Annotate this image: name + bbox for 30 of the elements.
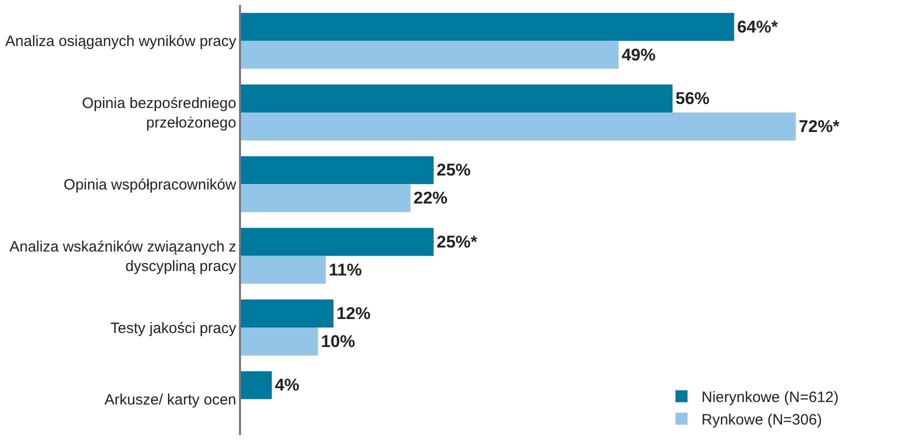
- data-label: 49%: [622, 45, 656, 64]
- data-label: 22%: [414, 188, 448, 208]
- bar: [241, 371, 272, 400]
- bar: [241, 228, 434, 256]
- y-tick-label: Opinia współpracowników: [64, 176, 236, 194]
- data-label: 64%*: [737, 17, 778, 36]
- data-label: 72%*: [798, 116, 840, 136]
- bar: [241, 112, 796, 140]
- bar: [241, 300, 334, 328]
- y-tick-label: Analiza wskaźników związanych z dyscypliną pracy: [9, 238, 237, 275]
- y-tick-label: Arkusze/ karty ocen: [104, 391, 236, 408]
- y-tick-label: Testy jakości pracy: [110, 320, 237, 337]
- legend-label: Nierynkowe (N=612): [701, 389, 839, 406]
- bar: [241, 40, 619, 69]
- y-tick-label: Analiza osiąganych wyników pracy: [5, 33, 237, 50]
- bar: [241, 184, 411, 212]
- legend-label: Rynkowe (N=306): [701, 412, 822, 429]
- bar: [241, 84, 673, 112]
- data-label: 10%: [321, 332, 356, 351]
- data-label: 12%: [336, 304, 370, 324]
- data-label: 11%: [328, 260, 362, 280]
- bar: [241, 12, 734, 41]
- bar: [241, 328, 318, 356]
- y-tick-label: Opinia bezpośredniego przełożonego: [82, 95, 236, 132]
- data-label: 25%: [436, 160, 471, 180]
- data-label: 25%*: [436, 232, 478, 252]
- bar: [241, 156, 434, 184]
- data-label: 4%: [274, 376, 300, 395]
- data-label: 56%: [676, 89, 710, 108]
- bar: [241, 256, 326, 284]
